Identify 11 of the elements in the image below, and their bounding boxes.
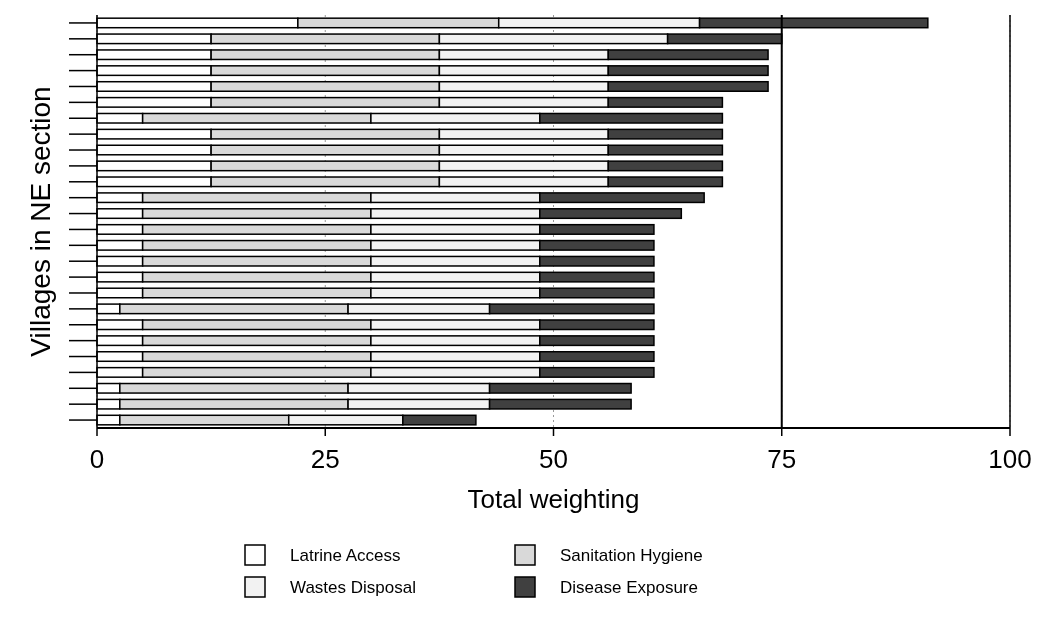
x-tick-label: 50: [539, 444, 568, 474]
x-axis-title: Total weighting: [467, 484, 640, 514]
legend-label: Sanitation Hygiene: [560, 546, 703, 565]
x-tick-label: 75: [767, 444, 797, 474]
x-tick-label: 0: [89, 444, 105, 474]
legend-label: Disease Exposure: [560, 578, 698, 597]
y-axis-title: Villages in NE section: [25, 86, 56, 357]
legend-label: Latrine Access: [290, 546, 401, 565]
x-tick-label: 25: [310, 444, 340, 474]
x-tick-label: 100: [988, 444, 1032, 474]
legend-label: Wastes Disposal: [290, 578, 416, 597]
